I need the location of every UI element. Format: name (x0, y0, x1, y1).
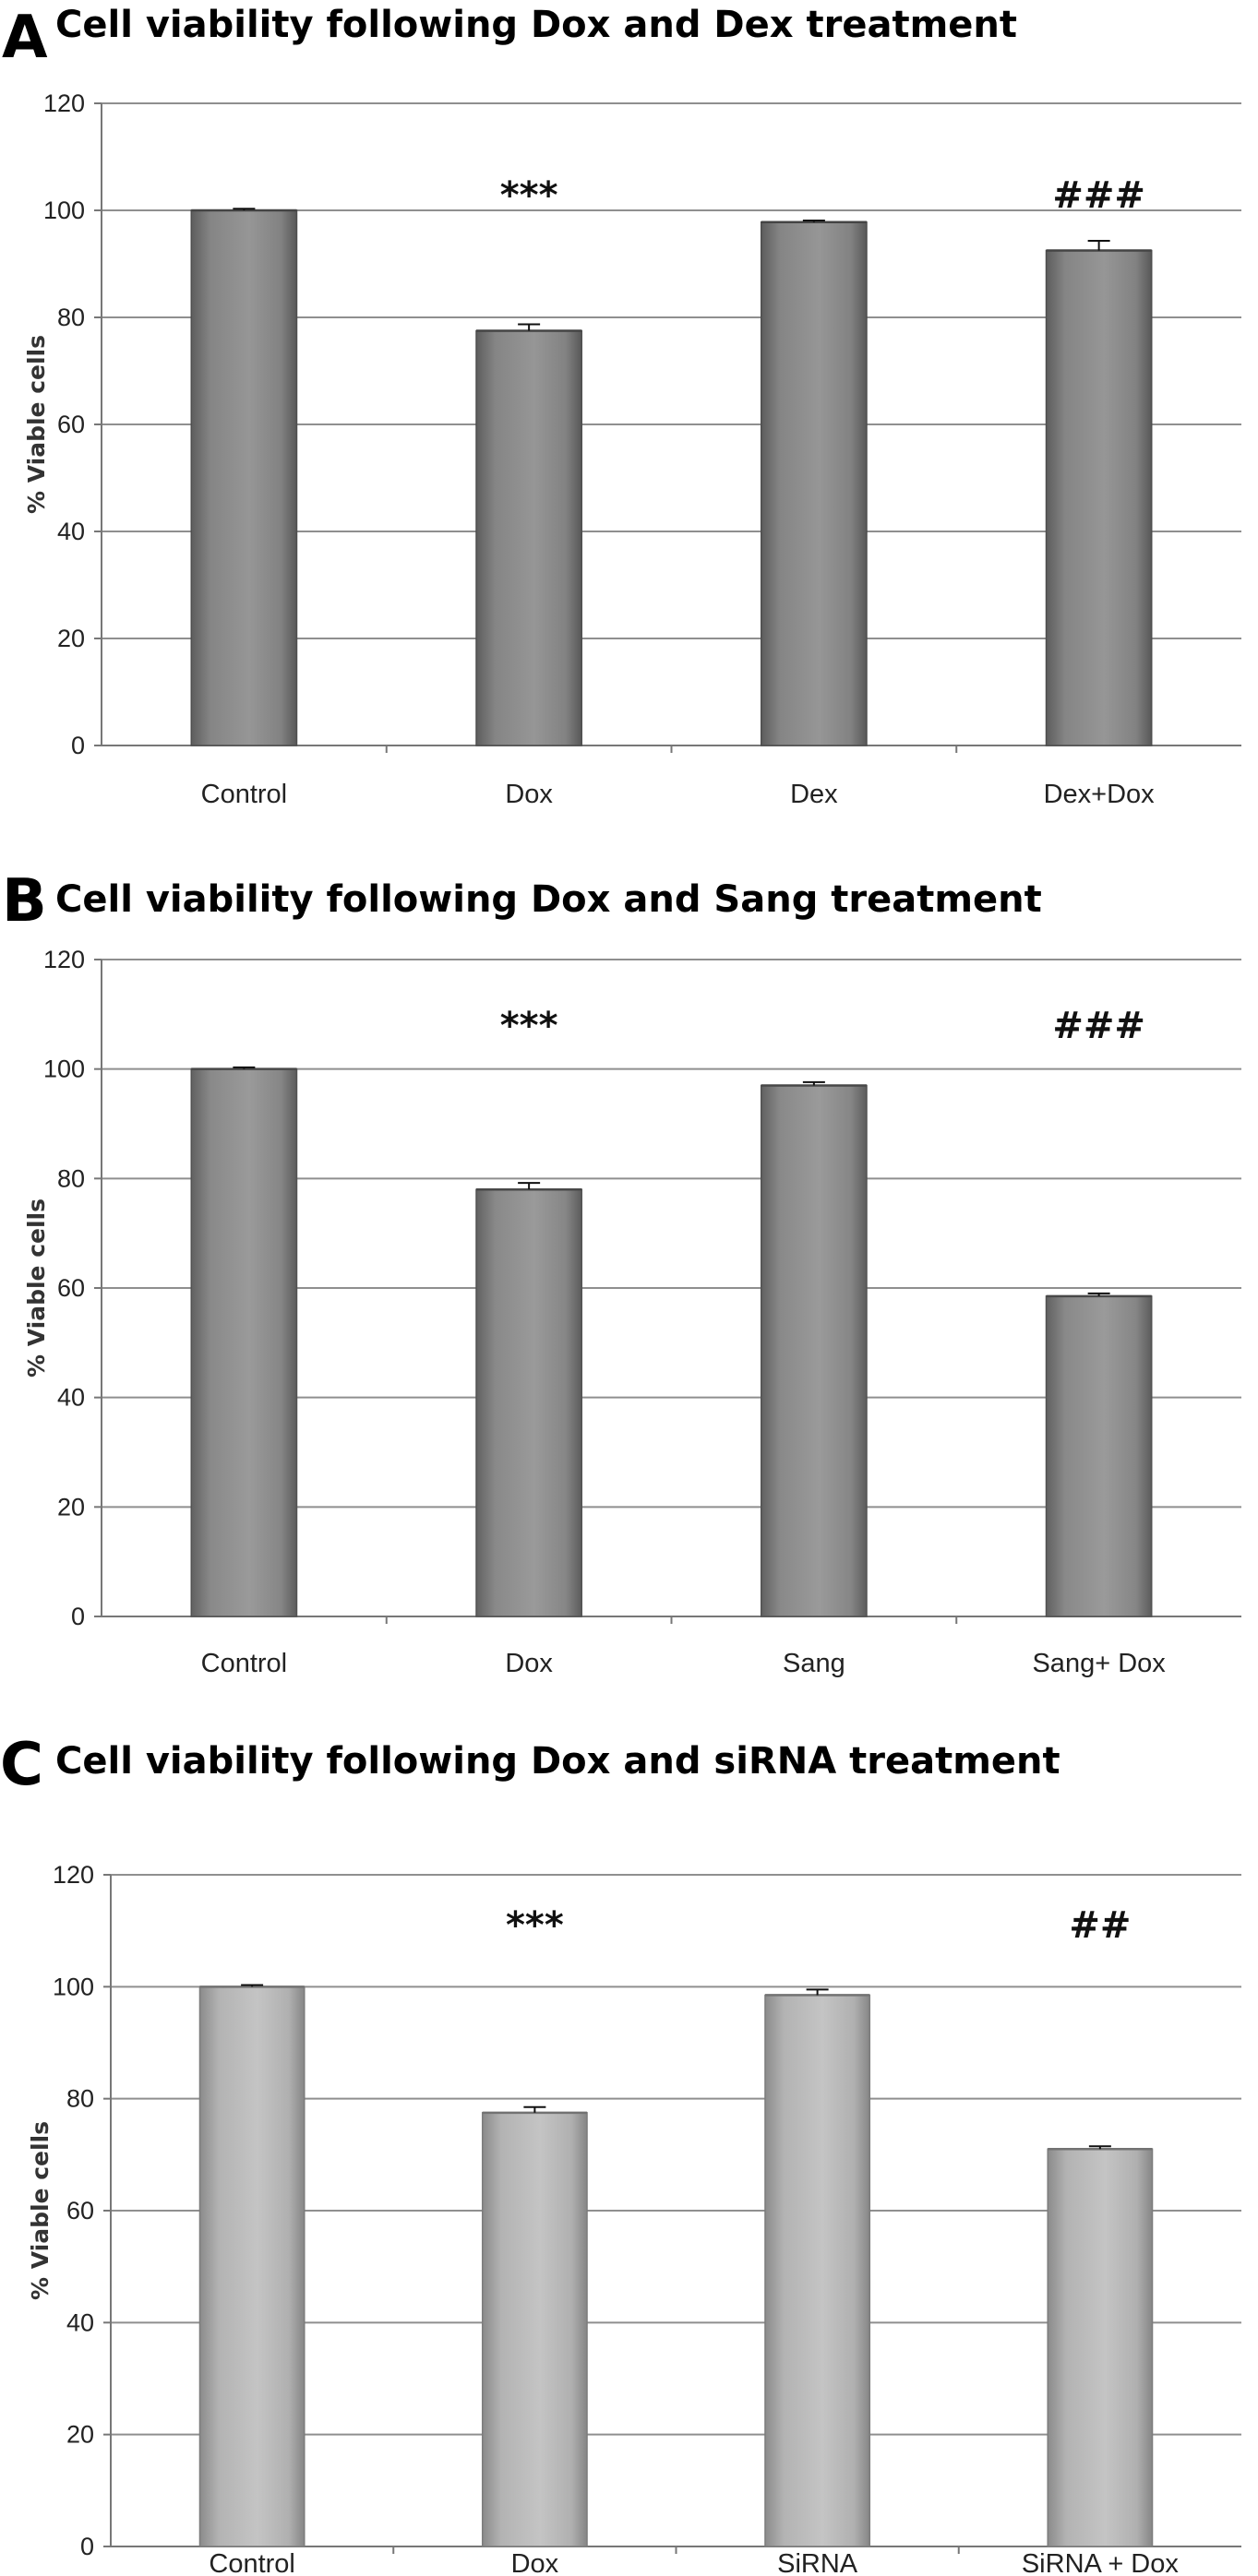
x-category-label: Dex+Dox (1044, 780, 1156, 809)
x-category-label: Control (201, 780, 288, 809)
y-tick-label: 0 (80, 2533, 94, 2560)
x-category-label: Control (201, 1649, 288, 1678)
significance-marker: *** (500, 1005, 558, 1047)
x-category-label: Control (209, 2549, 295, 2576)
bar-sang (761, 1084, 868, 1617)
bar-dox (475, 329, 582, 746)
significance-marker: *** (500, 174, 558, 217)
bar-sirna (764, 1994, 871, 2547)
significance-marker: ### (1052, 174, 1145, 217)
y-tick-label: 40 (57, 1384, 85, 1412)
bar-sang-dox (1045, 1295, 1153, 1617)
y-tick-label: 120 (43, 946, 85, 973)
x-category-label: Dox (505, 780, 553, 809)
y-tick-label: 20 (57, 1493, 85, 1521)
y-tick-label: 100 (43, 197, 85, 224)
chart-b: B Cell viability following Dox and Sang t… (2, 867, 1241, 1678)
y-axis-label: % Viable cells (27, 2121, 54, 2300)
bar-sirna-dox (1047, 2148, 1154, 2547)
x-category-label: SiRNA (777, 2549, 858, 2576)
x-category-label: Dox (505, 1649, 553, 1678)
x-category-label: SiRNA + Dox (1022, 2549, 1180, 2576)
y-axis-label: % Viable cells (23, 1199, 50, 1377)
significance-marker: *** (506, 1904, 564, 1947)
bar-control (190, 209, 298, 746)
x-category-label: Sang (783, 1649, 845, 1678)
bar-control (198, 1986, 306, 2547)
y-tick-label: 120 (43, 89, 85, 117)
y-tick-label: 0 (71, 732, 85, 759)
y-tick-label: 60 (57, 411, 85, 438)
y-axis-label: % Viable cells (23, 335, 50, 514)
chart-title: Cell viability following Dox and siRNA t… (55, 1740, 1060, 1783)
y-tick-label: 80 (57, 1164, 85, 1192)
chart-a: A Cell viability following Dox and Dex tr… (2, 4, 1241, 809)
x-category-label: Sang+ Dox (1032, 1649, 1166, 1678)
y-tick-label: 60 (66, 2197, 94, 2224)
panel-b: B Cell viability following Dox and Sang t… (0, 858, 1258, 1688)
y-tick-label: 40 (66, 2308, 94, 2336)
bar-dex-dox (1045, 249, 1153, 746)
panel-letter: C (0, 1731, 43, 1799)
bar-dox (475, 1188, 582, 1617)
bar-dox (481, 2112, 588, 2547)
chart-c: C Cell viability following Dox and siRNA … (0, 1731, 1241, 2576)
chart-title: Cell viability following Dox and Sang tr… (55, 878, 1042, 921)
y-tick-label: 0 (71, 1603, 85, 1630)
bar-control (190, 1067, 298, 1617)
y-tick-label: 120 (53, 1861, 94, 1889)
panel-letter: A (2, 4, 48, 72)
y-tick-label: 20 (66, 2421, 94, 2449)
x-category-label: Dox (511, 2549, 559, 2576)
y-tick-label: 100 (53, 1973, 94, 2000)
significance-marker: ## (1069, 1904, 1131, 1947)
panel-letter: B (2, 867, 47, 936)
y-tick-label: 100 (43, 1055, 85, 1083)
y-tick-label: 20 (57, 625, 85, 652)
y-tick-label: 80 (66, 2085, 94, 2113)
y-tick-label: 40 (57, 518, 85, 545)
y-tick-label: 80 (57, 304, 85, 331)
bar-dex (761, 221, 868, 746)
y-tick-label: 60 (57, 1274, 85, 1302)
x-category-label: Dex (790, 780, 838, 809)
panel-a: A Cell viability following Dox and Dex tr… (0, 0, 1258, 830)
significance-marker: ### (1052, 1005, 1145, 1047)
chart-title: Cell viability following Dox and Dex tre… (55, 4, 1017, 46)
panel-c: C Cell viability following Dox and siRNA … (0, 1725, 1258, 2576)
